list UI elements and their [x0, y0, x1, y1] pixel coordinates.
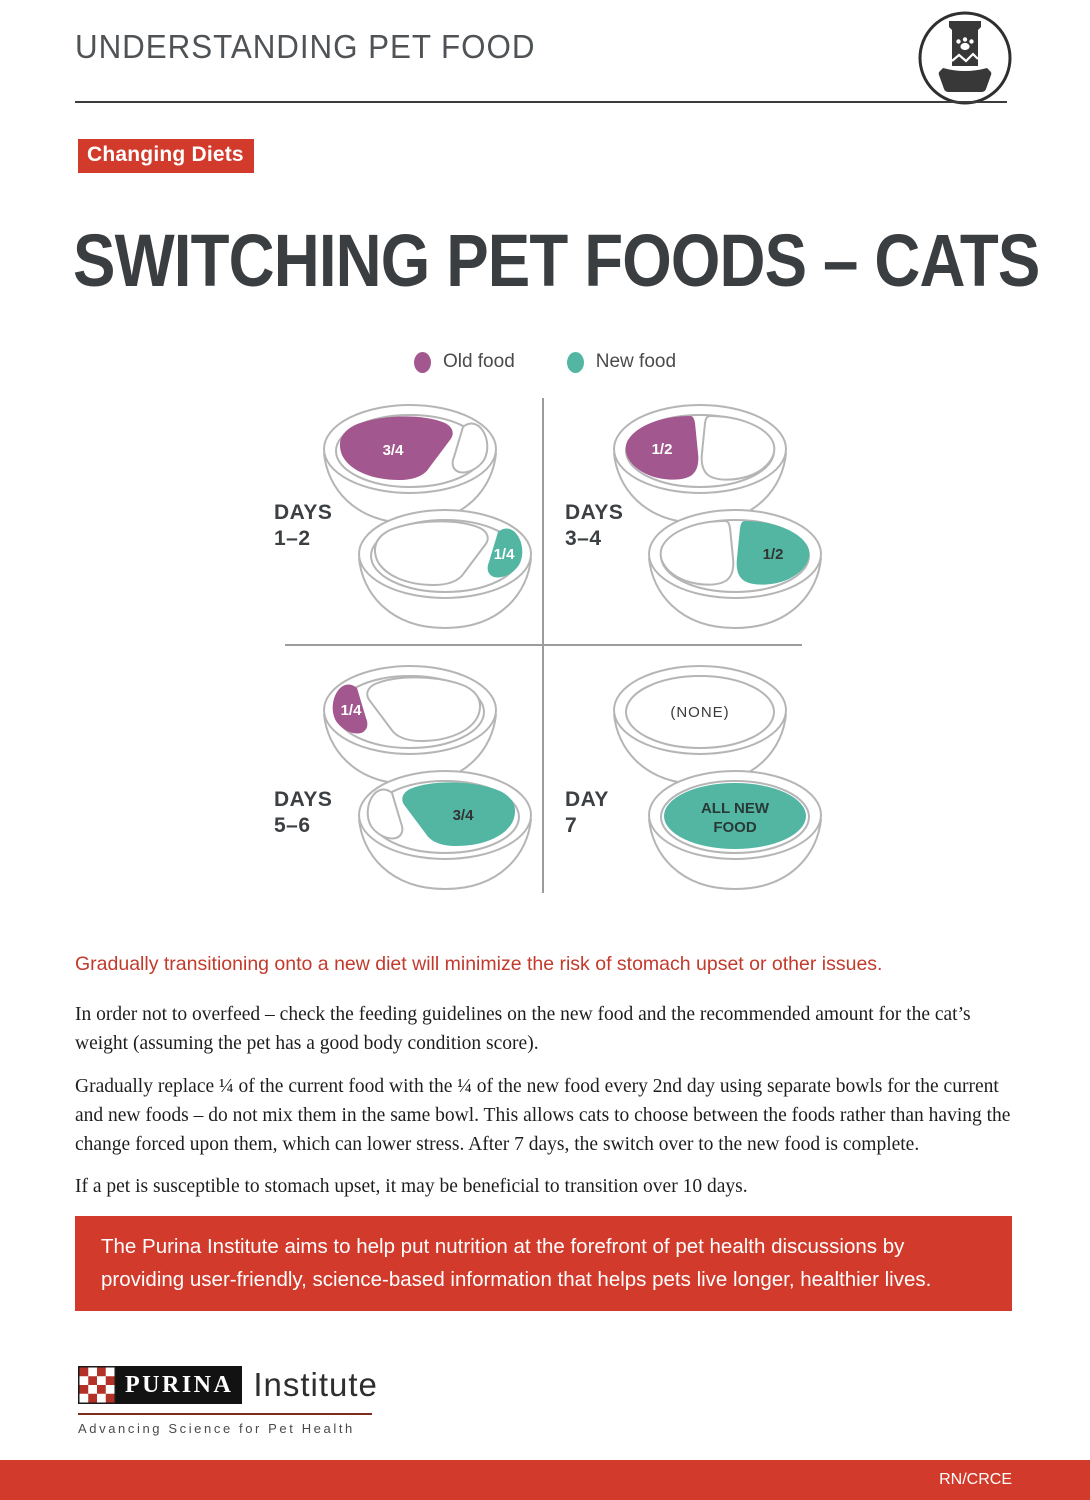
fraction-old: 3/4: [383, 442, 405, 459]
quadrant-label: DAYS 5–6: [274, 788, 333, 837]
fraction-old: 1/4: [341, 702, 363, 719]
quadrant-label: DAYS 3–4: [565, 501, 624, 550]
none-label: (NONE): [670, 704, 729, 721]
body-copy: In order not to overfeed – check the fee…: [75, 1000, 1013, 1215]
logo-tagline: Advancing Science for Pet Health: [78, 1421, 355, 1436]
old-food-dot-icon: [413, 351, 431, 373]
paragraph-3: If a pet is susceptible to stomach upset…: [75, 1176, 748, 1198]
header-divider: [75, 101, 1007, 103]
legend-new-label: New food: [595, 351, 677, 372]
bowls-day-7: (NONE) ALL NEW FOOD: [613, 665, 822, 890]
fraction-new: 1/2: [763, 546, 784, 563]
divider-horizontal: [285, 644, 802, 646]
fraction-new: 1/4: [494, 546, 516, 563]
changing-diets-badge: Changing Diets: [78, 139, 254, 173]
quadrant-days-5-6: DAYS 5–6 1/4 3/4: [260, 647, 543, 893]
quadrant-day-7: DAY 7 (NONE) ALL NEW FOOD: [545, 647, 845, 893]
legend: Old food New food: [0, 351, 1090, 373]
quadrant-label: DAY 7: [565, 788, 609, 837]
mission-banner-text: The Purina Institute aims to help put nu…: [101, 1234, 932, 1291]
fraction-old: 1/2: [652, 441, 673, 458]
new-food-dot-icon: [566, 351, 584, 373]
legend-old-label: Old food: [442, 351, 515, 372]
purina-checkerboard-icon: [78, 1366, 116, 1404]
pet-food-bag-icon: [918, 11, 1012, 105]
bowls-days-1-2: 3/4 1/4: [323, 404, 532, 629]
bowls-days-5-6: 1/4 3/4: [323, 665, 532, 890]
all-new-food-label-line2: FOOD: [713, 819, 756, 836]
footer-bar: RN/CRCE: [0, 1460, 1090, 1500]
highlight-text: Gradually transitioning onto a new diet …: [75, 953, 883, 975]
institute-wordmark: Institute: [253, 1366, 378, 1403]
fraction-new: 3/4: [453, 807, 475, 824]
legend-item-new-food: New food: [566, 351, 677, 373]
logo-divider: [78, 1413, 372, 1415]
legend-item-old-food: Old food: [413, 351, 515, 373]
paragraph-2: Gradually replace ¼ of the current food …: [75, 1075, 1011, 1156]
quadrant-days-3-4: DAYS 3–4 1/2 1/2: [545, 392, 845, 645]
quadrant-label: DAYS 1–2: [274, 501, 333, 550]
quadrant-days-1-2: DAYS 1–2 3/4 1/4: [260, 392, 543, 645]
all-new-food-label-line1: ALL NEW: [701, 800, 770, 817]
mission-banner: The Purina Institute aims to help put nu…: [75, 1216, 1012, 1311]
page-title: SWITCHING PET FOODS – CATS: [73, 219, 1040, 302]
header-title: UNDERSTANDING PET FOOD: [75, 28, 536, 65]
paragraph-1: In order not to overfeed – check the fee…: [75, 1004, 971, 1055]
purina-wordmark: PURINA: [116, 1366, 243, 1404]
bowls-days-3-4: 1/2 1/2: [613, 404, 822, 629]
footer-code: RN/CRCE: [939, 1471, 1012, 1488]
purina-institute-logo: PURINA Institute Advancing Science for P…: [78, 1366, 378, 1436]
